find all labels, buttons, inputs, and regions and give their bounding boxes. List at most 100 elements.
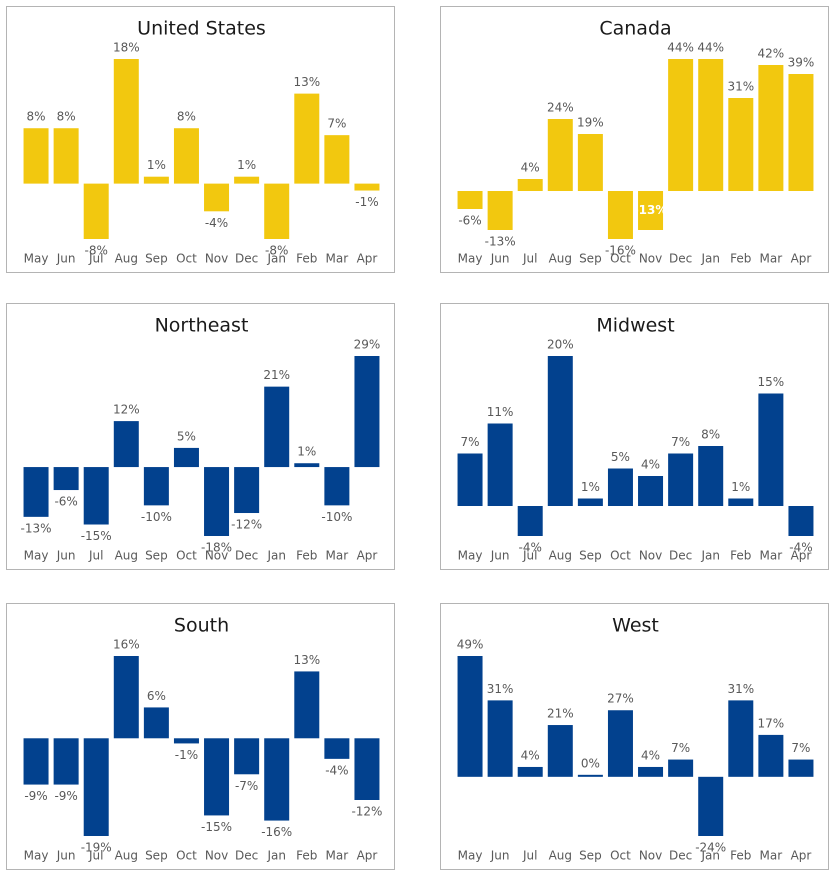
chart-canada: Canada-6%May-13%Jun4%Jul24%Aug19%Sep-16%… [457, 18, 815, 266]
x-tick-label: Jan [700, 252, 720, 266]
x-tick-label: May [24, 549, 49, 563]
data-label: -8% [85, 244, 108, 258]
bar-may [457, 656, 483, 777]
bar-jan [698, 59, 724, 191]
chart-united-states: United States8%May8%Jun-8%Jul18%Aug1%Sep… [23, 18, 380, 266]
bar-jun [487, 423, 513, 506]
x-tick-label: Oct [610, 252, 631, 266]
bar-jan [264, 183, 290, 239]
x-tick-label: Nov [639, 252, 662, 266]
data-label: 29% [354, 338, 381, 352]
data-label: 31% [727, 80, 754, 94]
data-label: 17% [758, 716, 785, 730]
data-label: 1% [237, 158, 256, 172]
x-tick-label: Apr [791, 849, 812, 863]
bar-oct [173, 738, 199, 744]
bar-nov [638, 191, 664, 230]
data-label: 16% [113, 638, 140, 652]
bar-mar [324, 738, 350, 759]
bar-dec [668, 59, 694, 191]
bar-may [457, 453, 483, 506]
bar-may [23, 467, 49, 517]
x-tick-label: Sep [579, 252, 602, 266]
x-tick-label: Mar [326, 549, 349, 563]
x-tick-label: Sep [145, 252, 168, 266]
chart-panel-united-states: United States 8% May 8% Jun -8% Jul 18% Aug 1% Sep… [6, 6, 395, 273]
bar-jun [487, 700, 513, 777]
data-label: 4% [641, 748, 660, 762]
x-tick-label: Sep [145, 549, 168, 563]
bar-sep [577, 774, 603, 777]
data-label: 13% [293, 653, 320, 667]
x-tick-label: Oct [176, 252, 197, 266]
data-label: 15% [758, 375, 785, 389]
bar-jun [487, 191, 513, 230]
x-tick-label: Dec [235, 252, 258, 266]
x-tick-label: Jan [700, 549, 720, 563]
x-tick-label: Jun [56, 549, 76, 563]
data-label: 5% [611, 450, 630, 464]
bar-aug [547, 119, 573, 191]
x-tick-label: Jan [700, 849, 720, 863]
data-label: 44% [697, 41, 724, 55]
bar-mar [324, 467, 350, 506]
x-tick-label: Jul [88, 252, 103, 266]
data-label: 21% [547, 707, 574, 721]
x-tick-label: Sep [579, 849, 602, 863]
x-tick-label: Jul [522, 549, 537, 563]
chart-panel-south: South -9% May -9% Jun -19% Jul 16% Aug 6% Sep -1% Oc… [6, 603, 395, 870]
chart-title: Canada [599, 18, 671, 40]
bar-mar [324, 135, 350, 184]
data-label: 1% [297, 445, 316, 459]
x-tick-label: May [24, 849, 49, 863]
chart-northeast: Northeast -13% May -6% Jun -15% Jul 12% Aug -10% S… [21, 315, 381, 563]
bar-jul [83, 738, 109, 836]
data-label: -6% [458, 214, 481, 228]
x-tick-label: Oct [610, 849, 631, 863]
bar-feb [294, 93, 320, 184]
x-tick-label: Sep [579, 549, 602, 563]
data-label: -10% [141, 510, 172, 524]
bar-may [457, 191, 483, 209]
bar-aug [113, 421, 139, 468]
data-label: 4% [521, 161, 540, 175]
x-tick-label: Oct [176, 549, 197, 563]
bar-sep [143, 467, 169, 506]
x-tick-label: Dec [235, 849, 258, 863]
bar-sep [143, 707, 169, 739]
data-label: -4% [325, 763, 348, 777]
data-label: -12% [231, 518, 262, 532]
x-tick-label: May [458, 849, 483, 863]
data-label: 31% [727, 682, 754, 696]
bar-feb [728, 498, 754, 506]
data-label: 19% [577, 116, 604, 130]
bar-apr [354, 356, 380, 468]
data-label: 7% [791, 741, 810, 755]
data-label: -13% [21, 521, 52, 535]
bar-dec [234, 176, 260, 184]
x-tick-label: Aug [115, 252, 138, 266]
chart-west: West 49% May 31% Jun 4% Jul 21% Aug 0% Sep 27% Oct 4%… [457, 615, 814, 863]
x-tick-label: Apr [791, 252, 812, 266]
x-tick-label: Aug [115, 849, 138, 863]
bar-feb [294, 463, 320, 468]
data-label: -9% [24, 789, 47, 803]
x-tick-label: Jul [522, 849, 537, 863]
data-label: -1% [175, 748, 198, 762]
data-label: 27% [607, 692, 634, 706]
bar-oct [173, 128, 199, 184]
data-label: -10% [321, 510, 352, 524]
x-tick-label: Mar [760, 849, 783, 863]
bar-nov [638, 766, 664, 777]
x-tick-label: Aug [549, 252, 572, 266]
bar-jun [53, 128, 79, 184]
x-tick-label: Nov [205, 549, 228, 563]
data-label: -7% [235, 779, 258, 793]
x-tick-label: Dec [669, 252, 692, 266]
data-label: 7% [327, 117, 346, 131]
x-tick-label: Nov [639, 549, 662, 563]
x-tick-label: Mar [760, 252, 783, 266]
bar-may [23, 738, 49, 785]
data-label: 39% [788, 56, 815, 70]
data-label: -12% [351, 805, 382, 819]
